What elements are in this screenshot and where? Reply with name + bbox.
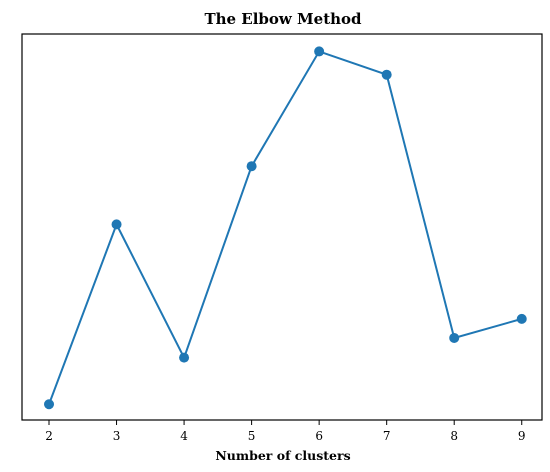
x-tick-label: 6 xyxy=(315,429,323,443)
data-point xyxy=(516,313,527,324)
x-tick-label: 7 xyxy=(383,429,391,443)
x-tick-label: 2 xyxy=(45,429,53,443)
data-point xyxy=(314,46,325,57)
data-point xyxy=(111,219,122,230)
data-point xyxy=(44,399,55,410)
x-tick-label: 5 xyxy=(248,429,256,443)
plot-frame xyxy=(21,33,543,421)
chart-title: The Elbow Method xyxy=(204,10,362,28)
x-axis-label: Number of clusters xyxy=(215,448,350,463)
data-point xyxy=(179,352,190,363)
x-tick-label: 4 xyxy=(180,429,188,443)
data-point xyxy=(246,161,257,172)
data-point xyxy=(449,332,460,343)
x-tick-label: 3 xyxy=(113,429,121,443)
x-tick-label: 8 xyxy=(450,429,458,443)
series-line xyxy=(48,50,523,405)
data-point xyxy=(381,69,392,80)
x-tick-label: 9 xyxy=(518,429,526,443)
x-axis: 2 3 4 5 6 7 8 9 xyxy=(45,420,526,443)
data-points xyxy=(44,46,527,410)
